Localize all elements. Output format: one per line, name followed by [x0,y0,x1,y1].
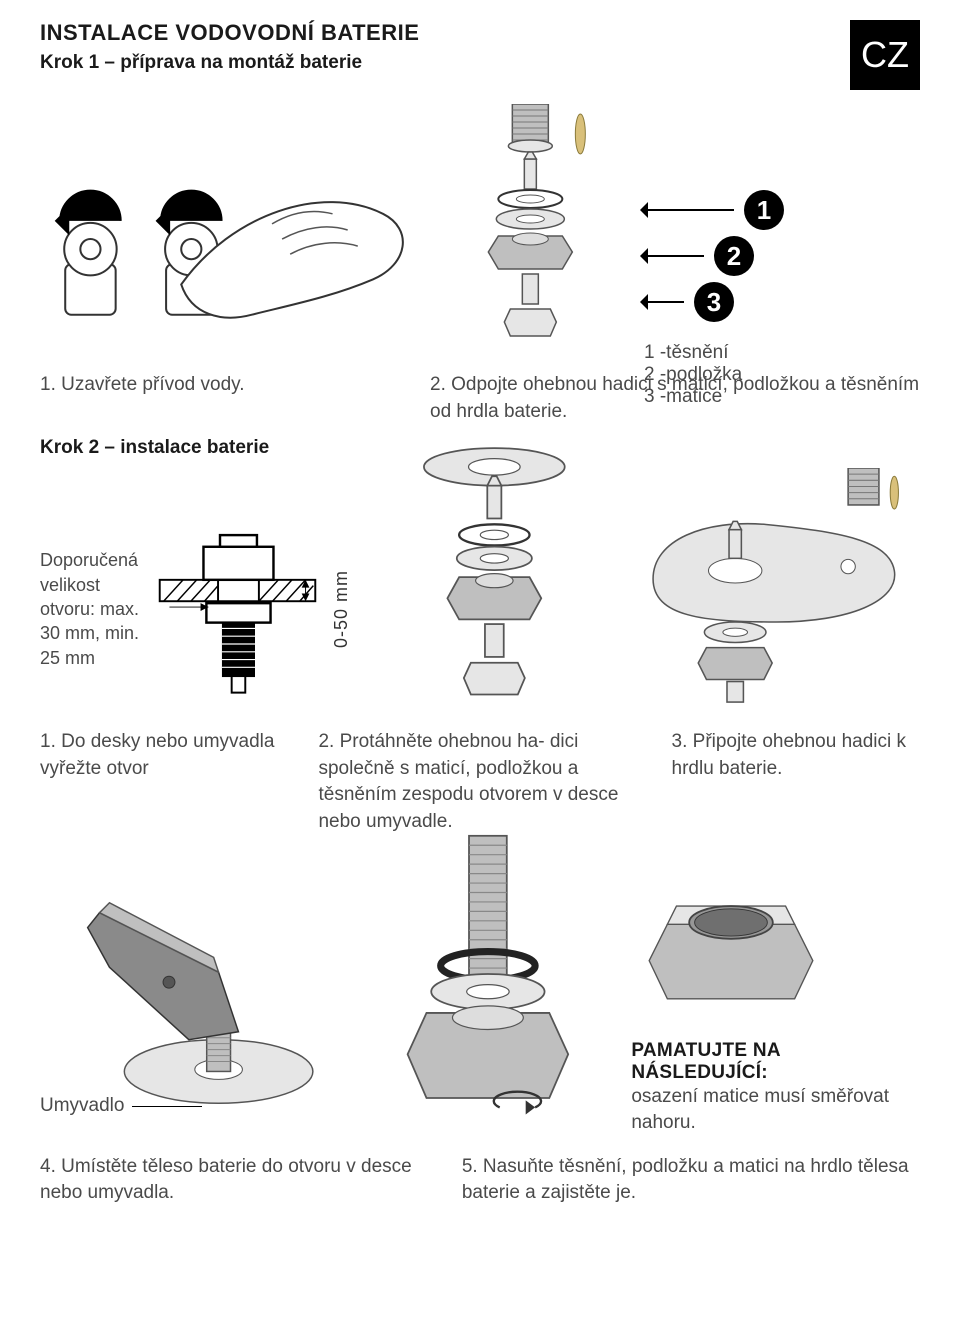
figure-faucet-body: Umyvadlo [40,873,358,1136]
krok2-step2: 2. Protáhněte ohebnou ha- dici společně … [318,729,641,835]
krok2-captions-row2: 4. Umístěte těleso baterie do otvoru v d… [40,1154,920,1207]
legend-marker-1: 1 [644,190,920,230]
umyvadlo-callout: Umyvadlo [40,1093,202,1120]
krok1-figures-row: 1 2 3 1 -těsnění 2 -podložka 3 -matice [40,104,920,364]
figure-nut-on-shank [358,824,618,1136]
krok1-step1: 1. Uzavřete přívod vody. [40,372,390,425]
figure-hole-spec: Doporučená velikost otvoru: max. 30 mm, … [40,509,377,709]
faucet-body-svg [40,873,358,1131]
krok1-captions: 1. Uzavřete přívod vody. 2. Odpojte oheb… [40,372,920,425]
hole-range-label: 0-50 mm [331,570,352,648]
krok2-step4: 4. Umístěte těleso baterie do otvoru v d… [40,1154,422,1207]
krok2-captions-row1: 1. Do desky nebo umyvadla vyřežte otvor … [40,729,920,835]
figure-close-valves [40,104,423,364]
hole-cross-section-svg [150,509,325,709]
assembly-feed-svg [377,434,612,704]
note-body: osazení matice musí směřovat nahoru. [631,1084,920,1135]
note-block: PAMATUJTE NA NÁSLEDUJÍCÍ: osazení matice… [631,1040,920,1135]
marker-3-circle: 3 [694,282,734,322]
mount-plate-svg [612,468,920,704]
legend-markers: 1 2 3 1 -těsnění 2 -podložka 3 -matice [638,104,920,364]
page-header: INSTALACE VODOVODNÍ BATERIE Krok 1 – pří… [40,20,920,100]
legend-item-1: 1 -těsnění [644,342,920,364]
exploded-fitting-svg [423,104,638,364]
legend-marker-3: 3 [644,282,920,322]
figure-mount-plate [612,468,920,709]
krok2-figures-row1: Doporučená velikost otvoru: max. 30 mm, … [40,479,920,709]
figure-nut-and-note: PAMATUJTE NA NÁSLEDUJÍCÍ: osazení matice… [617,877,920,1135]
krok1-step2: 2. Odpojte ohebnou hadici s maticí, podl… [430,372,920,425]
figure-assembly-feed [377,434,612,709]
valves-hand-svg [40,104,423,364]
nut-on-shank-svg [358,824,618,1131]
page-title: INSTALACE VODOVODNÍ BATERIE [40,20,920,46]
krok2-figures-row2: Umyvadlo [40,866,920,1136]
note-heading: PAMATUJTE NA NÁSLEDUJÍCÍ: [631,1040,920,1084]
marker-2-circle: 2 [714,236,754,276]
language-badge: CZ [850,20,920,90]
krok2-step3: 3. Připojte ohebnou hadici k hrdlu bater… [672,729,920,835]
hole-spec-text: Doporučená velikost otvoru: max. 30 mm, … [40,548,150,669]
nut-iso-svg [631,877,831,1017]
page-subtitle: Krok 1 – příprava na montáž baterie [40,52,920,74]
figure-exploded-fitting [423,104,638,364]
krok2-step5: 5. Nasuňte těsnění, podložku a matici na… [462,1154,920,1207]
umyvadlo-label: Umyvadlo [40,1093,124,1120]
marker-1-circle: 1 [744,190,784,230]
krok2-step1: 1. Do desky nebo umyvadla vyřežte otvor [40,729,288,835]
legend-marker-2: 2 [644,236,920,276]
